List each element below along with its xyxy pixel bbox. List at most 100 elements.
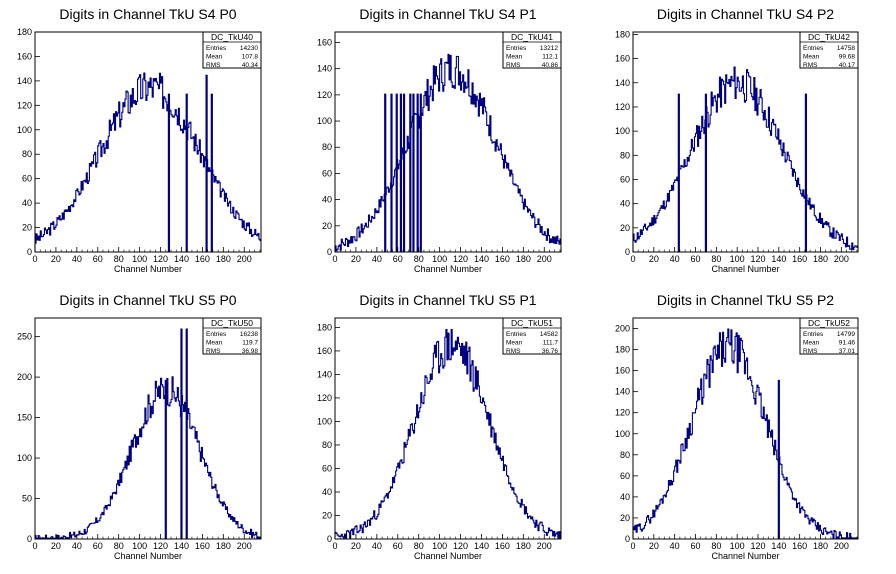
histogram-line	[632, 328, 858, 539]
y-tick-label: 180	[317, 322, 332, 332]
y-tick-label: 40	[22, 198, 32, 208]
x-tick-label: 160	[195, 541, 210, 551]
y-tick-label: 120	[317, 393, 332, 403]
chart-title: Digits in Channel TkU S4 P0	[59, 6, 236, 22]
stats-value: 14582	[540, 331, 558, 338]
x-axis-label: Channel Number	[711, 551, 779, 561]
histogram-line	[632, 66, 858, 252]
plot-frame	[632, 31, 859, 253]
x-tick-label: 20	[51, 541, 61, 551]
x-tick-label: 180	[813, 254, 828, 264]
histogram-panel: Digits in Channel TkU S4 P2 0 20 40 60 80 100 1…	[615, 6, 859, 274]
x-tick-label: 120	[153, 541, 168, 551]
stats-value: 99.68	[839, 54, 856, 61]
y-tick-label: 140	[615, 78, 630, 88]
y-tick-label: 140	[17, 76, 32, 86]
stats-label: Mean	[506, 340, 523, 347]
y-tick-label: 0	[625, 534, 630, 544]
y-tick-label: 100	[317, 116, 332, 126]
stats-value: 13212	[540, 45, 558, 52]
x-tick-label: 80	[711, 254, 721, 264]
y-tick-label: 0	[327, 247, 332, 257]
x-axis-label: Channel Number	[711, 264, 779, 274]
stats-label: Mean	[803, 340, 820, 347]
histogram-line	[334, 53, 561, 252]
chart-title: Digits in Channel TkU S5 P2	[657, 292, 834, 308]
y-tick-label: 250	[17, 332, 32, 342]
y-tick-label: 160	[317, 346, 332, 356]
y-tick-label: 100	[317, 416, 332, 426]
x-tick-label: 40	[372, 541, 382, 551]
y-tick-label: 150	[17, 413, 32, 423]
stats-label: Mean	[803, 54, 820, 61]
x-tick-label: 100	[432, 254, 447, 264]
y-tick-label: 160	[615, 366, 630, 376]
chart-title: Digits in Channel TkU S4 P2	[657, 6, 834, 22]
y-tick-label: 60	[620, 471, 630, 481]
stats-label: RMS	[206, 348, 221, 355]
y-tick-label: 80	[322, 440, 332, 450]
stats-box: DC_TkU42 Entries 14758 Mean 99.68 RMS 40.17	[799, 31, 859, 69]
x-tick-label: 120	[750, 541, 765, 551]
y-tick-label: 20	[620, 513, 630, 523]
stats-label: RMS	[206, 62, 221, 69]
y-tick-label: 60	[322, 168, 332, 178]
y-tick-label: 80	[620, 450, 630, 460]
x-tick-label: 200	[537, 254, 552, 264]
y-tick-label: 40	[322, 195, 332, 205]
stats-label: Entries	[506, 45, 527, 52]
y-tick-label: 140	[317, 64, 332, 74]
x-tick-label: 20	[649, 541, 659, 551]
stats-label: Entries	[803, 331, 824, 338]
plot-frame	[334, 317, 562, 540]
x-tick-label: 60	[393, 541, 403, 551]
stats-label: RMS	[506, 62, 521, 69]
stats-box-frame	[502, 31, 562, 69]
x-tick-label: 140	[771, 254, 786, 264]
y-tick-label: 200	[615, 324, 630, 334]
stats-box: DC_TkU52 Entries 14799 Mean 91.46 RMS 37.01	[799, 317, 859, 355]
plot-frame	[34, 31, 262, 253]
stats-label: Mean	[206, 340, 223, 347]
x-axis-label: Channel Number	[414, 264, 482, 274]
x-tick-label: 100	[730, 541, 745, 551]
y-tick-label: 120	[615, 408, 630, 418]
y-tick-label: 100	[17, 453, 32, 463]
stats-label: Mean	[506, 54, 523, 61]
x-tick-label: 140	[474, 254, 489, 264]
stats-label: RMS	[803, 348, 818, 355]
x-tick-label: 120	[453, 541, 468, 551]
x-tick-label: 180	[516, 541, 531, 551]
x-tick-label: 200	[834, 541, 849, 551]
x-tick-label: 80	[711, 541, 721, 551]
x-tick-label: 60	[690, 541, 700, 551]
plot-frame	[334, 31, 562, 253]
x-tick-label: 140	[474, 541, 489, 551]
y-tick-label: 60	[22, 174, 32, 184]
y-tick-label: 200	[17, 372, 32, 382]
stats-name: DC_TkU51	[511, 318, 553, 328]
y-tick-label: 0	[27, 534, 32, 544]
x-tick-label: 60	[93, 254, 103, 264]
y-tick-label: 40	[322, 487, 332, 497]
stats-value: 14230	[240, 45, 258, 52]
stats-label: RMS	[803, 62, 818, 69]
stats-value: 16238	[240, 331, 258, 338]
x-tick-label: 160	[495, 254, 510, 264]
stats-box: DC_TkU51 Entries 14582 Mean 111.7 RMS 36.76	[502, 317, 562, 355]
x-tick-label: 100	[132, 541, 147, 551]
y-tick-label: 0	[27, 247, 32, 257]
stats-name: DC_TkU42	[808, 32, 850, 42]
y-tick-label: 0	[327, 534, 332, 544]
stats-value: 37.01	[839, 348, 856, 355]
x-tick-label: 200	[237, 541, 252, 551]
histogram-line	[34, 72, 261, 252]
x-tick-label: 80	[414, 254, 424, 264]
x-axis-label: Channel Number	[114, 264, 182, 274]
stats-label: Entries	[803, 45, 824, 52]
x-tick-label: 60	[690, 254, 700, 264]
x-tick-label: 100	[132, 254, 147, 264]
x-tick-label: 0	[630, 541, 635, 551]
x-tick-label: 200	[537, 541, 552, 551]
y-tick-label: 50	[22, 494, 32, 504]
